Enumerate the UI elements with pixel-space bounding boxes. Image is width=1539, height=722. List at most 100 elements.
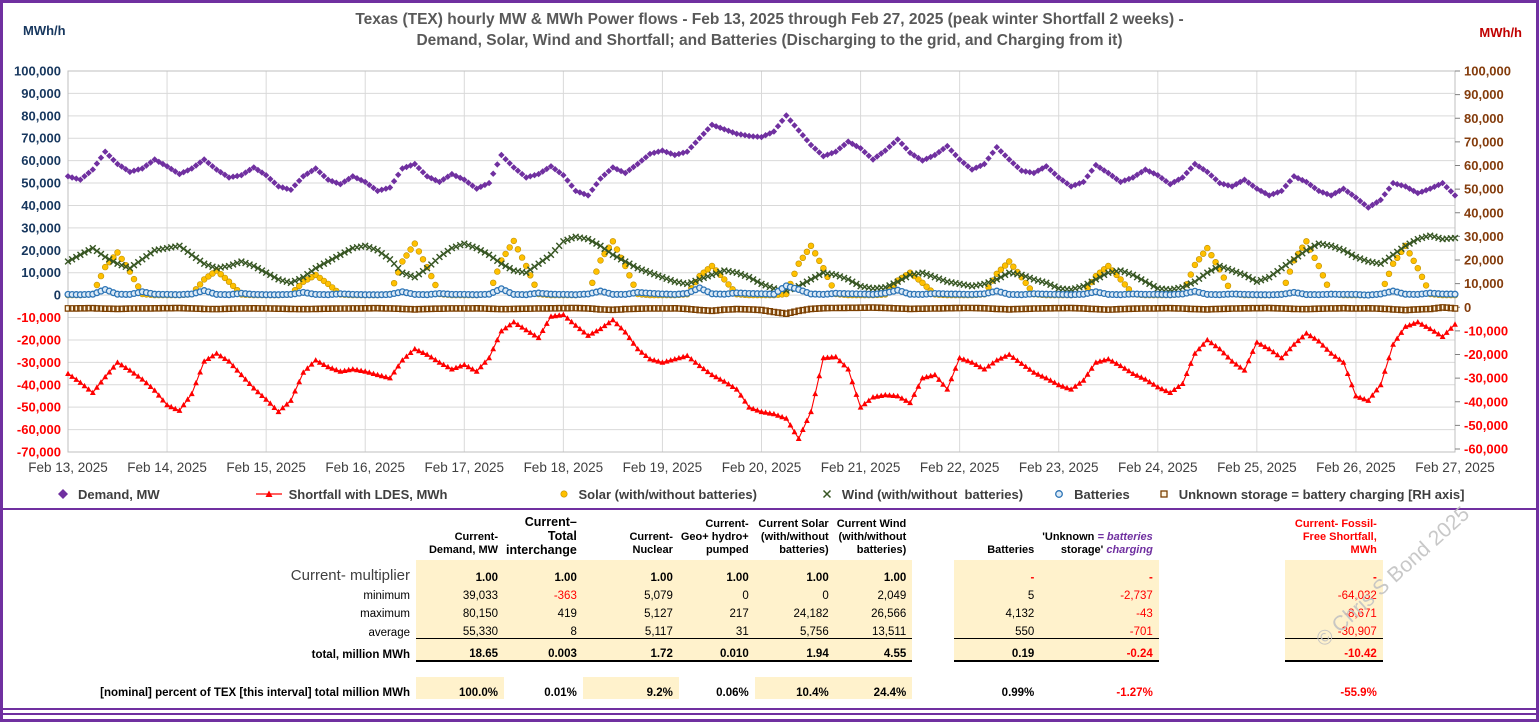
chart-title: Texas (TEX) hourly MW & MWh Power flows … xyxy=(3,9,1536,51)
table-cell: 8 xyxy=(504,620,583,639)
marker-circle xyxy=(399,258,406,265)
left-axis-tick: -30,000 xyxy=(17,355,61,370)
right-axis-tick: 30,000 xyxy=(1464,229,1504,244)
chart-panel: MWh/h MWh/h Texas (TEX) hourly MW & MWh … xyxy=(3,3,1536,510)
col-header: Current– Total interchange xyxy=(506,515,577,557)
marker-open-circle xyxy=(1451,290,1459,298)
marker-circle xyxy=(811,250,819,257)
marker-circle xyxy=(1010,263,1017,270)
right-axis-tick: 20,000 xyxy=(1464,253,1504,268)
marker-circle xyxy=(135,283,142,290)
col-header: Current Solar (with/without batteries) xyxy=(758,518,829,556)
marker-circle xyxy=(390,280,398,287)
chart-title-line1: Texas (TEX) hourly MW & MWh Power flows … xyxy=(355,11,1184,28)
marker-circle xyxy=(791,270,798,278)
marker-circle xyxy=(1204,244,1211,252)
x-axis-tick: Feb 15, 2025 xyxy=(226,460,306,475)
x-axis-tick: Feb 26, 2025 xyxy=(1316,460,1396,475)
x-axis-tick: Feb 21, 2025 xyxy=(821,460,901,475)
marker-circle xyxy=(518,254,526,261)
table-cell: 0.01% xyxy=(544,687,577,699)
marker-circle xyxy=(1191,261,1199,269)
table-cell: 1.00 xyxy=(678,560,755,584)
marker-circle xyxy=(1286,268,1294,275)
marker-circle xyxy=(923,283,930,290)
marker-circle xyxy=(1422,282,1430,289)
table-cell: - xyxy=(1040,560,1159,584)
table-row: [nominal] percent of TEX [this interval]… xyxy=(91,677,1383,699)
marker-circle xyxy=(329,284,336,291)
x-axis-tick: Feb 16, 2025 xyxy=(325,460,405,475)
table-cell: 26,566 xyxy=(834,602,913,620)
marker-circle xyxy=(221,274,229,282)
table-cell: - xyxy=(1284,560,1383,584)
marker-circle xyxy=(118,255,125,263)
marker-circle xyxy=(494,268,501,275)
row-label: [nominal] percent of TEX [this interval]… xyxy=(100,687,410,699)
marker-circle xyxy=(1220,274,1228,281)
marker-circle xyxy=(1187,271,1195,278)
table-row: Current- multiplier 1.00 1.00 1.00 1.00 1.00 1… xyxy=(91,560,1383,584)
marker-circle xyxy=(919,279,926,287)
marker-circle xyxy=(820,265,827,272)
table-cell: 24,182 xyxy=(754,602,835,620)
table-cell: 1.00 xyxy=(416,560,504,584)
right-axis-tick: 0 xyxy=(1464,300,1471,315)
table-cell: 1.72 xyxy=(582,638,679,662)
marker-circle xyxy=(1299,244,1306,251)
right-axis-tick: 100,000 xyxy=(1464,64,1511,79)
marker-circle xyxy=(692,278,699,286)
legend-item: Wind (with/without batteries) xyxy=(819,487,1023,502)
table-cell: 13,511 xyxy=(834,620,913,639)
marker-circle xyxy=(101,263,109,271)
table-cell: - xyxy=(954,560,1041,584)
right-axis-unit-label: MWh/h xyxy=(1479,25,1522,40)
marker-circle xyxy=(807,242,815,250)
marker-circle xyxy=(324,280,332,288)
marker-circle xyxy=(828,282,835,289)
legend-item: Batteries xyxy=(1051,487,1130,502)
left-axis-tick: 50,000 xyxy=(21,176,61,191)
table-cell: 1.00 xyxy=(582,560,679,584)
marker-circle xyxy=(1105,262,1112,270)
marker-circle xyxy=(407,246,414,253)
col-header: Current- Demand, MW xyxy=(428,531,498,556)
marker-circle xyxy=(432,281,439,289)
marker-circle xyxy=(1319,272,1327,279)
marker-circle xyxy=(1022,279,1029,287)
left-axis-tick: 80,000 xyxy=(21,108,61,123)
marker-circle xyxy=(415,248,423,255)
marker-circle xyxy=(1315,262,1323,270)
marker-circle xyxy=(1224,282,1232,290)
table-cell: 0.003 xyxy=(504,638,583,662)
table-row: average 55,330 8 5,117 31 5,756 13,511 550 -701 -… xyxy=(91,620,1383,639)
x-axis-tick: Feb 24, 2025 xyxy=(1118,460,1198,475)
marker-circle xyxy=(502,250,509,258)
legend-triangle-line-icon xyxy=(255,490,282,497)
table-cell: 217 xyxy=(678,602,755,620)
legend-label: Wind (with/without batteries) xyxy=(841,486,1024,502)
marker-circle xyxy=(531,281,538,288)
legend-item: Demand, MW xyxy=(55,487,160,502)
col-header: Batteries xyxy=(987,544,1035,556)
marker-circle xyxy=(229,282,237,290)
marker-circle xyxy=(1195,256,1203,263)
marker-circle xyxy=(1005,258,1013,265)
right-axis-tick: 40,000 xyxy=(1464,205,1504,220)
right-axis-tick: -60,000 xyxy=(1464,442,1508,457)
marker-circle xyxy=(225,278,233,285)
row-label: total, million MWh xyxy=(311,649,410,661)
left-axis-tick: 30,000 xyxy=(21,220,61,235)
marker-circle xyxy=(626,272,633,279)
marker-circle xyxy=(915,276,922,283)
marker-circle xyxy=(411,240,418,247)
marker-circle xyxy=(428,272,435,280)
marker-circle xyxy=(1323,281,1331,288)
row-label: maximum xyxy=(360,608,410,620)
x-axis-tick: Feb 20, 2025 xyxy=(722,460,802,475)
right-axis-tick: 10,000 xyxy=(1464,276,1504,291)
marker-circle xyxy=(1208,252,1215,259)
marker-circle xyxy=(196,281,204,288)
table-cell: 0 xyxy=(754,584,835,602)
left-axis-tick: -20,000 xyxy=(17,332,61,347)
